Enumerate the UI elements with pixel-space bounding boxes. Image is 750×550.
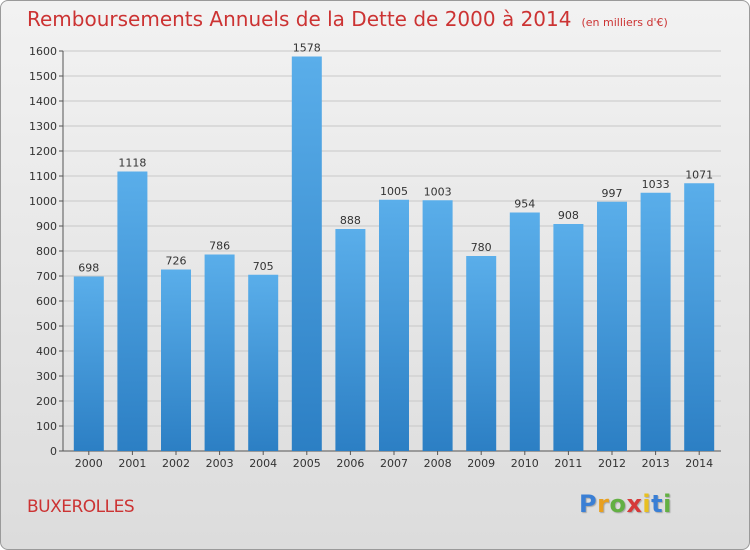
x-tick-label: 2001 (118, 457, 146, 470)
commune-name: BUXEROLLES (27, 497, 135, 517)
x-tick-label: 2004 (249, 457, 277, 470)
logo-letter: P (579, 490, 598, 518)
bar-value-label: 1071 (685, 168, 713, 181)
bar-value-label: 997 (602, 187, 623, 200)
bar-value-label: 954 (514, 198, 535, 211)
bar-2006 (335, 229, 366, 451)
bar-2008 (422, 200, 453, 451)
bar-2000 (73, 276, 104, 451)
bar-2002 (161, 269, 191, 451)
logo-letter: x (626, 490, 643, 518)
y-tick-label: 900 (36, 220, 57, 233)
y-tick-label: 0 (50, 445, 57, 458)
y-tick-label: 200 (36, 395, 57, 408)
y-tick-label: 1400 (29, 95, 57, 108)
logo-letter: i (663, 490, 672, 518)
x-tick-label: 2002 (162, 457, 190, 470)
chart-title-unit: (en milliers d'€) (581, 16, 668, 29)
x-tick-label: 2009 (467, 457, 495, 470)
x-tick-label: 2014 (685, 457, 713, 470)
chart-title-main: Remboursements Annuels de la Dette de 20… (27, 7, 572, 31)
logo-letter: r (597, 490, 610, 518)
y-tick-label: 400 (36, 345, 57, 358)
x-tick-label: 2007 (380, 457, 408, 470)
x-tick-label: 2012 (598, 457, 626, 470)
labels: 0 100 200 300 400 500 600 700 800 900 1000 1100 1200… (29, 42, 713, 471)
bar-value-label: 726 (166, 255, 187, 268)
bars (73, 56, 715, 451)
y-tick-label: 500 (36, 320, 57, 333)
x-tick-label: 2003 (206, 457, 234, 470)
bar-2003 (204, 254, 235, 451)
y-tick-label: 800 (36, 245, 57, 258)
y-tick-label: 300 (36, 370, 57, 383)
y-tick-label: 1000 (29, 195, 57, 208)
chart-title: Remboursements Annuels de la Dette de 20… (27, 7, 668, 31)
bar-2004 (248, 274, 279, 451)
bar-value-label: 1578 (293, 42, 321, 55)
y-tick-label: 100 (36, 420, 57, 433)
bar-2013 (640, 192, 671, 451)
bar-value-label: 888 (340, 214, 361, 227)
bar-2014 (684, 183, 715, 451)
bar-2010 (509, 212, 540, 451)
bar-value-label: 1003 (424, 185, 452, 198)
x-tick-label: 2013 (642, 457, 670, 470)
bar-2009 (466, 256, 497, 451)
logo-letter: i (642, 490, 652, 518)
bar-2012 (597, 201, 627, 451)
x-tick-label: 2008 (424, 457, 452, 470)
y-tick-label: 1100 (29, 170, 57, 183)
bar-value-label: 908 (558, 209, 579, 222)
x-tick-label: 2010 (511, 457, 539, 470)
bar-2011 (553, 224, 584, 451)
logo-letter: o (609, 490, 627, 518)
bar-2001 (117, 171, 148, 451)
bar-value-label: 698 (78, 262, 99, 275)
y-tick-label: 700 (36, 270, 57, 283)
y-tick-label: 600 (36, 295, 57, 308)
bar-2005 (291, 56, 322, 451)
x-tick-label: 2011 (554, 457, 582, 470)
x-tick-label: 2000 (75, 457, 103, 470)
proxiti-logo: Proxiti (579, 490, 672, 518)
y-tick-label: 1200 (29, 145, 57, 158)
bar-value-label: 786 (209, 240, 230, 253)
y-tick-label: 1600 (29, 45, 57, 58)
x-tick-label: 2006 (336, 457, 364, 470)
bar-value-label: 1118 (118, 157, 146, 170)
x-tick-label: 2005 (293, 457, 321, 470)
bar-2007 (379, 199, 409, 451)
logo-letter: t (651, 490, 664, 518)
y-tick-label: 1300 (29, 120, 57, 133)
y-tick-label: 1500 (29, 70, 57, 83)
bar-value-label: 1033 (642, 178, 670, 191)
bar-value-label: 705 (253, 260, 274, 273)
bar-value-label: 1005 (380, 185, 408, 198)
bar-value-label: 780 (471, 241, 492, 254)
